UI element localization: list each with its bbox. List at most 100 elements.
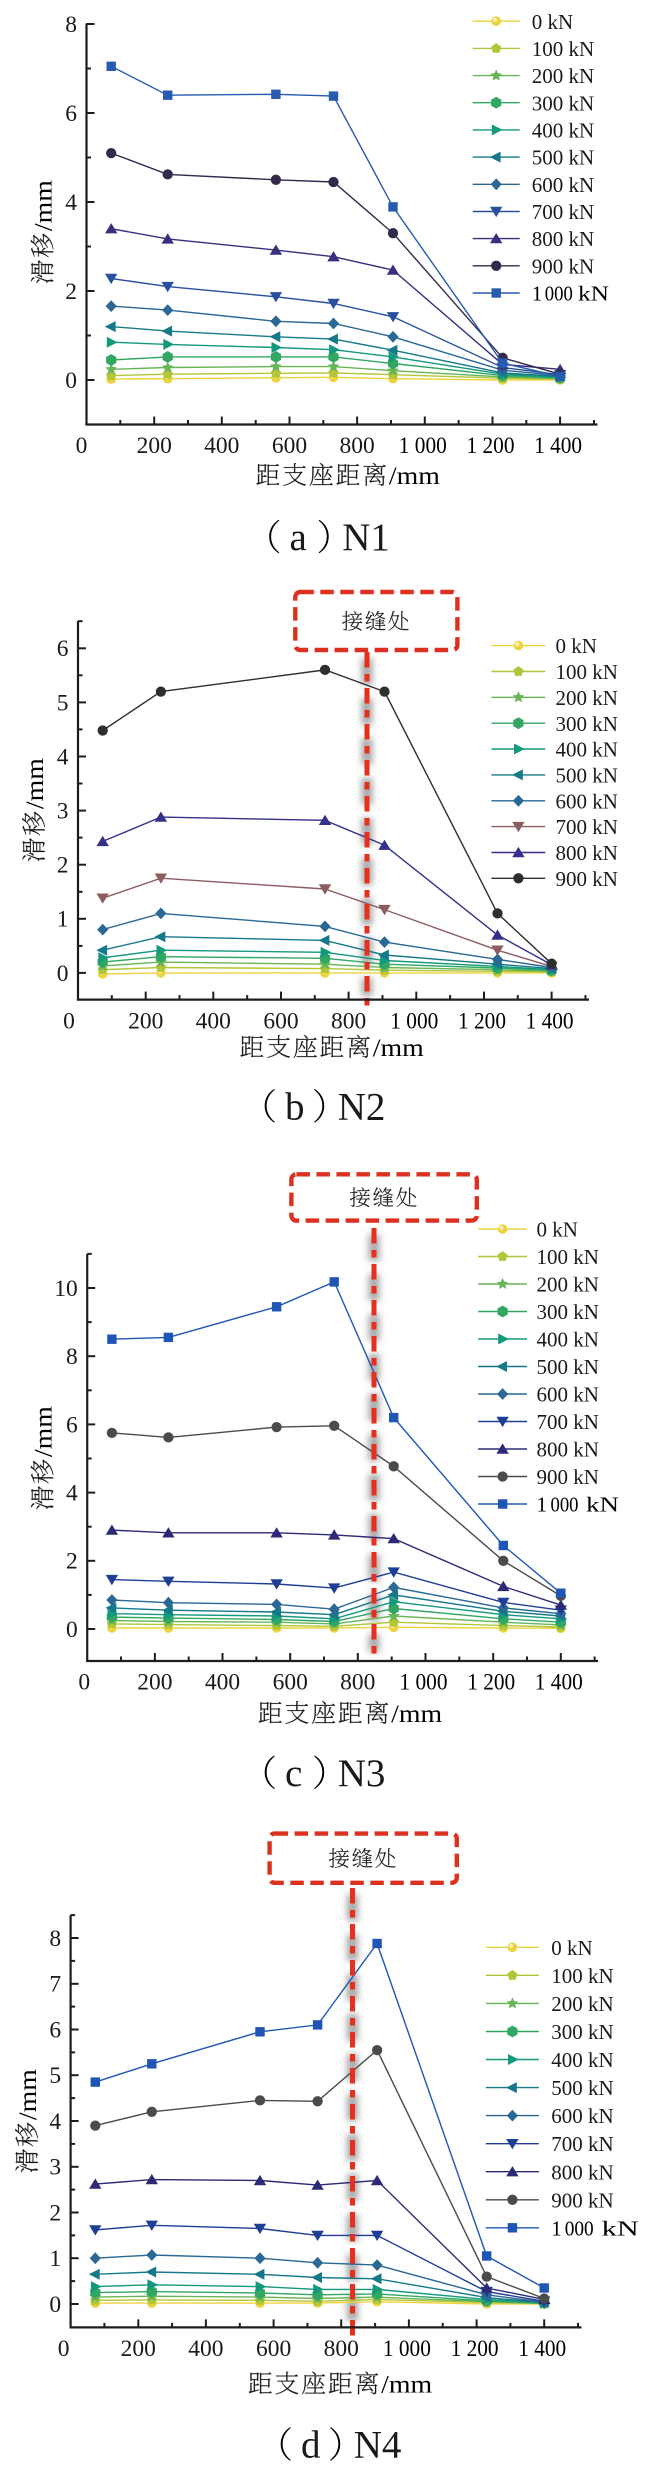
svg-text:900 kN: 900 kN (556, 867, 618, 891)
svg-text:0 kN: 0 kN (532, 10, 573, 34)
svg-text:600 kN: 600 kN (551, 2104, 613, 2128)
svg-text:1 400: 1 400 (534, 433, 582, 459)
svg-text:300 kN: 300 kN (532, 91, 594, 115)
svg-text:/mm: /mm (31, 1405, 58, 1457)
svg-text:8: 8 (65, 12, 77, 38)
svg-text:100 kN: 100 kN (537, 1245, 599, 1269)
svg-text:600 kN: 600 kN (556, 789, 618, 813)
svg-text:1 000: 1 000 (383, 2336, 431, 2362)
svg-text:600: 600 (256, 2336, 291, 2362)
svg-text:800 kN: 800 kN (532, 227, 594, 251)
svg-text:d: d (301, 2424, 321, 2467)
svg-text:400: 400 (204, 433, 239, 459)
svg-text:100 kN: 100 kN (551, 1964, 613, 1988)
svg-text:6: 6 (65, 101, 77, 127)
svg-text:kN: kN (586, 1493, 619, 1517)
svg-text:4: 4 (66, 1481, 78, 1507)
svg-text:5: 5 (49, 2063, 61, 2089)
svg-text:0: 0 (63, 1008, 75, 1034)
svg-text:/mm: /mm (15, 2068, 42, 2120)
svg-text:/mm: /mm (389, 463, 441, 490)
svg-text:6: 6 (66, 1412, 78, 1438)
svg-text:0: 0 (76, 433, 88, 459)
svg-text:8: 8 (49, 1926, 61, 1952)
svg-text:900 kN: 900 kN (537, 1465, 599, 1489)
svg-text:7: 7 (49, 1972, 61, 1998)
svg-text:200 kN: 200 kN (551, 1992, 613, 2016)
svg-text:200: 200 (137, 433, 172, 459)
svg-text:100 kN: 100 kN (556, 660, 618, 684)
svg-text:600 kN: 600 kN (537, 1383, 599, 1407)
svg-text:1 400: 1 400 (535, 1670, 583, 1696)
svg-text:0: 0 (65, 368, 77, 394)
svg-text:/mm: /mm (373, 1035, 425, 1062)
svg-text:800: 800 (339, 433, 374, 459)
svg-text:600: 600 (263, 1008, 298, 1034)
svg-text:1: 1 (532, 282, 543, 306)
svg-text:8: 8 (66, 1344, 78, 1370)
svg-text:/mm: /mm (391, 1701, 443, 1728)
svg-text:4: 4 (49, 2109, 61, 2135)
svg-text:500 kN: 500 kN (556, 764, 618, 788)
svg-text:/mm: /mm (22, 757, 49, 809)
svg-text:400 kN: 400 kN (532, 119, 594, 143)
svg-text:500 kN: 500 kN (532, 146, 594, 170)
svg-text:500 kN: 500 kN (551, 2076, 613, 2100)
svg-text:600: 600 (272, 433, 307, 459)
svg-text:1 200: 1 200 (451, 2336, 499, 2362)
svg-text:0: 0 (58, 2336, 70, 2362)
svg-text:2: 2 (57, 853, 69, 879)
svg-text:600 kN: 600 kN (532, 173, 594, 197)
svg-text:N4: N4 (354, 2424, 402, 2467)
svg-text:4: 4 (65, 190, 77, 216)
svg-text:0: 0 (49, 2292, 61, 2318)
svg-text:400 kN: 400 kN (537, 1328, 599, 1352)
svg-text:/mm: /mm (381, 2372, 433, 2399)
svg-text:200: 200 (121, 2336, 156, 2362)
svg-text:800: 800 (340, 1670, 375, 1696)
svg-text:10: 10 (54, 1276, 78, 1302)
svg-text:800: 800 (324, 2336, 359, 2362)
svg-text:N1: N1 (342, 516, 390, 559)
svg-text:900 kN: 900 kN (532, 254, 594, 278)
svg-text:1 400: 1 400 (518, 2336, 566, 2362)
svg-text:N2: N2 (338, 1086, 386, 1129)
svg-text:a: a (290, 516, 307, 559)
svg-text:c: c (285, 1752, 302, 1795)
svg-text:400 kN: 400 kN (556, 738, 618, 762)
svg-text:500 kN: 500 kN (537, 1355, 599, 1379)
svg-text:900 kN: 900 kN (551, 2188, 613, 2212)
svg-text:2: 2 (65, 279, 77, 305)
svg-text:200 kN: 200 kN (537, 1273, 599, 1297)
svg-text:000: 000 (551, 1493, 579, 1517)
svg-text:800: 800 (331, 1008, 366, 1034)
svg-text:0 kN: 0 kN (556, 634, 597, 658)
svg-text:300 kN: 300 kN (537, 1300, 599, 1324)
svg-text:3: 3 (57, 799, 69, 825)
svg-text:1 200: 1 200 (458, 1008, 506, 1034)
svg-text:200 kN: 200 kN (532, 64, 594, 88)
svg-text:200: 200 (137, 1670, 172, 1696)
svg-text:0: 0 (78, 1670, 90, 1696)
svg-text:100 kN: 100 kN (532, 37, 594, 61)
svg-text:0 kN: 0 kN (551, 1936, 592, 1960)
svg-text:kN: kN (578, 282, 609, 306)
svg-text:6: 6 (57, 636, 69, 662)
svg-text:700 kN: 700 kN (532, 200, 594, 224)
svg-text:4: 4 (57, 744, 69, 770)
svg-text:1: 1 (551, 2216, 562, 2240)
svg-text:1: 1 (57, 907, 69, 933)
svg-text:400 kN: 400 kN (551, 2048, 613, 2072)
svg-text:200: 200 (128, 1008, 163, 1034)
svg-text:200 kN: 200 kN (556, 686, 618, 710)
svg-text:600: 600 (273, 1670, 308, 1696)
svg-text:kN: kN (602, 2216, 639, 2240)
svg-text:400: 400 (188, 2336, 223, 2362)
svg-text:1 000: 1 000 (390, 1008, 438, 1034)
svg-text:400: 400 (205, 1670, 240, 1696)
svg-text:2: 2 (66, 1549, 78, 1575)
svg-text:0: 0 (66, 1617, 78, 1643)
svg-text:1 400: 1 400 (526, 1008, 574, 1034)
svg-text:300 kN: 300 kN (551, 2020, 613, 2044)
svg-text:000: 000 (545, 282, 573, 306)
